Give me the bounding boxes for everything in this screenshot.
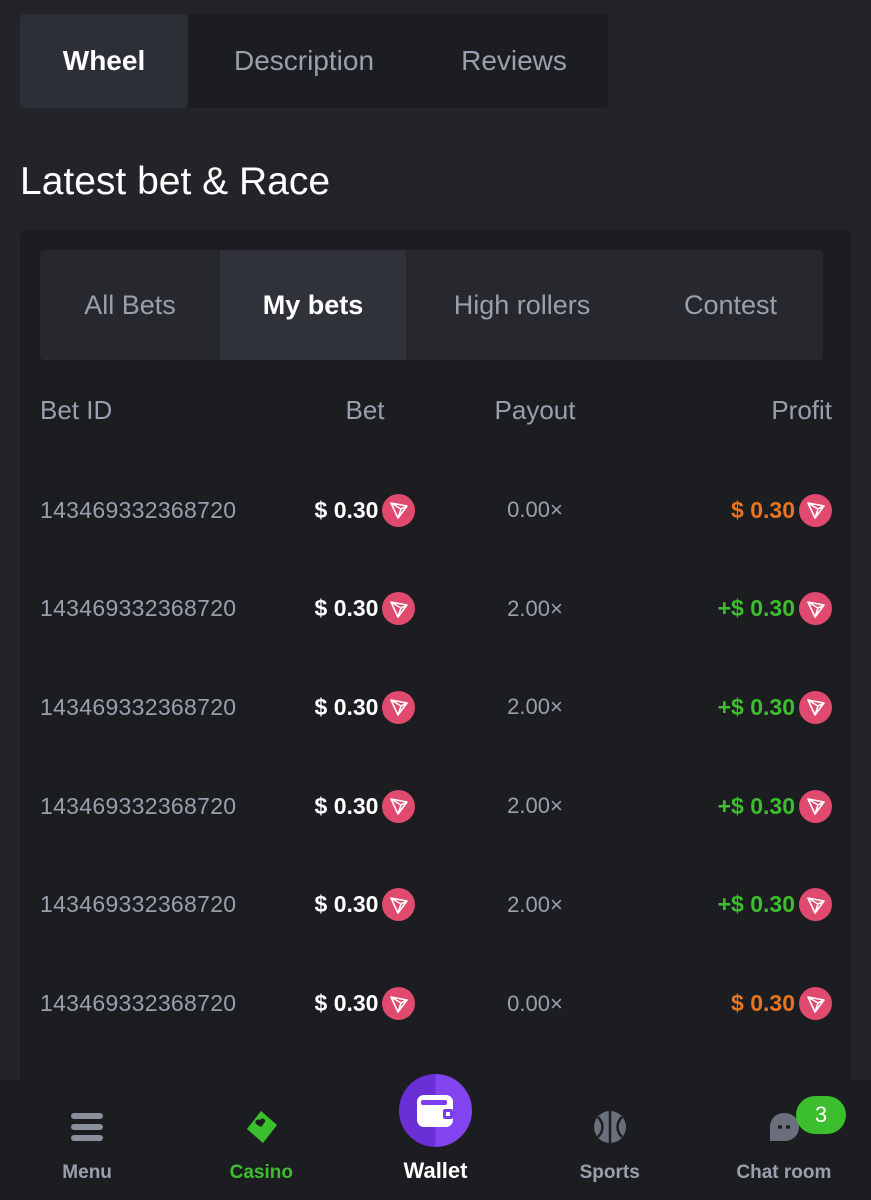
bet-amount-text: $ 0.30 xyxy=(314,496,379,523)
tron-icon xyxy=(799,592,832,626)
profit-text: $ 0.30 xyxy=(731,990,795,1016)
profit-text: +$ 0.30 xyxy=(717,891,795,918)
payout: 0.00× xyxy=(507,497,563,522)
table-row[interactable]: 143469332368720 $ 0.30 0.00× $ 0.30 xyxy=(40,490,832,530)
nav-chat-room[interactable]: Chat room xyxy=(697,1080,871,1200)
chat-badge: 3 xyxy=(796,1096,846,1134)
profit: +$ 0.30 xyxy=(630,690,832,724)
bet-amount: $ 0.30 xyxy=(290,493,440,527)
header-bet: Bet xyxy=(345,394,385,425)
tab-wheel[interactable]: Wheel xyxy=(20,14,188,108)
basketball-icon xyxy=(592,1102,628,1152)
bet-amount-text: $ 0.30 xyxy=(314,891,379,918)
tab-contest[interactable]: Contest xyxy=(683,289,778,320)
table-row[interactable]: 143469332368720 $ 0.30 2.00× +$ 0.30 xyxy=(40,589,832,629)
header-payout: Payout xyxy=(494,394,576,425)
tron-icon xyxy=(382,493,416,527)
nav-label: Chat room xyxy=(736,1162,832,1183)
wallet-icon xyxy=(416,1094,453,1127)
bet-id: 143469332368720 xyxy=(40,891,237,918)
tab-all-bets[interactable]: All Bets xyxy=(84,289,176,320)
payout: 2.00× xyxy=(507,694,563,720)
bet-amount-text: $ 0.30 xyxy=(314,595,379,622)
header-profit: Profit xyxy=(771,394,832,425)
bet-amount: $ 0.30 xyxy=(290,789,440,823)
profit: $ 0.30 xyxy=(630,493,832,527)
bet-amount-text: $ 0.30 xyxy=(314,990,379,1016)
bet-id: 143469332368720 xyxy=(40,990,237,1016)
tron-icon xyxy=(382,789,416,823)
bet-id: 143469332368720 xyxy=(40,792,237,819)
tron-icon xyxy=(799,987,832,1020)
profit: +$ 0.30 xyxy=(630,592,832,626)
payout: 2.00× xyxy=(507,793,563,819)
payout: 2.00× xyxy=(507,595,563,621)
profit: $ 0.30 xyxy=(630,987,832,1020)
tab-my-bets[interactable]: My bets xyxy=(220,250,406,360)
nav-sports[interactable]: Sports xyxy=(523,1080,697,1200)
tron-icon xyxy=(799,789,832,823)
game-tabs: Wheel Description Reviews xyxy=(20,14,608,108)
header-bet-id: Bet ID xyxy=(40,394,113,425)
bet-id: 143469332368720 xyxy=(40,496,237,523)
bet-id: 143469332368720 xyxy=(40,595,237,622)
chat-icon xyxy=(766,1102,802,1152)
profit: +$ 0.30 xyxy=(630,888,832,922)
profit-text: +$ 0.30 xyxy=(717,792,795,819)
hamburger-icon xyxy=(71,1102,104,1152)
tron-icon xyxy=(382,592,416,626)
bet-tabs: All Bets My bets High rollers Contest xyxy=(40,250,823,360)
tab-high-rollers[interactable]: High rollers xyxy=(453,289,591,320)
tab-description[interactable]: Description xyxy=(233,45,375,76)
bet-amount: $ 0.30 xyxy=(290,690,440,724)
profit-text: +$ 0.30 xyxy=(717,693,795,720)
wallet-button[interactable] xyxy=(399,1074,472,1147)
nav-label: Menu xyxy=(62,1162,112,1183)
nav-casino[interactable]: Casino xyxy=(174,1080,348,1200)
tron-icon xyxy=(382,987,416,1020)
tron-icon xyxy=(799,888,832,922)
tron-icon xyxy=(382,888,416,922)
table-row[interactable]: 143469332368720 $ 0.30 0.00× $ 0.30 xyxy=(40,984,832,1024)
table-row[interactable]: 143469332368720 $ 0.30 2.00× +$ 0.30 xyxy=(40,885,832,925)
bet-amount-text: $ 0.30 xyxy=(314,792,379,819)
nav-label: Sports xyxy=(579,1162,640,1183)
payout: 0.00× xyxy=(507,990,563,1016)
bet-amount-text: $ 0.30 xyxy=(314,693,379,720)
bets-panel: All Bets My bets High rollers Contest Be… xyxy=(20,230,851,1130)
tron-icon xyxy=(799,690,832,724)
tab-reviews[interactable]: Reviews xyxy=(461,45,567,76)
table-row[interactable]: 143469332368720 $ 0.30 2.00× +$ 0.30 xyxy=(40,786,832,826)
tron-icon xyxy=(382,690,416,724)
section-title: Latest bet & Race xyxy=(20,160,331,203)
table-header: Bet ID Bet Payout Profit xyxy=(40,390,832,430)
profit: +$ 0.30 xyxy=(630,789,832,823)
bet-amount: $ 0.30 xyxy=(290,592,440,626)
table-row[interactable]: 143469332368720 $ 0.30 2.00× +$ 0.30 xyxy=(40,687,832,727)
nav-label: Wallet xyxy=(403,1158,468,1183)
bet-amount: $ 0.30 xyxy=(290,888,440,922)
bet-amount: $ 0.30 xyxy=(290,987,440,1020)
tron-icon xyxy=(799,493,832,527)
profit-text: +$ 0.30 xyxy=(717,595,795,622)
payout: 2.00× xyxy=(507,891,563,917)
cards-icon xyxy=(243,1102,279,1152)
nav-menu[interactable]: Menu xyxy=(0,1080,174,1200)
nav-wallet[interactable]: Wallet xyxy=(348,1080,522,1200)
bet-id: 143469332368720 xyxy=(40,693,237,720)
nav-label: Casino xyxy=(229,1162,293,1183)
profit-text: $ 0.30 xyxy=(731,496,795,523)
